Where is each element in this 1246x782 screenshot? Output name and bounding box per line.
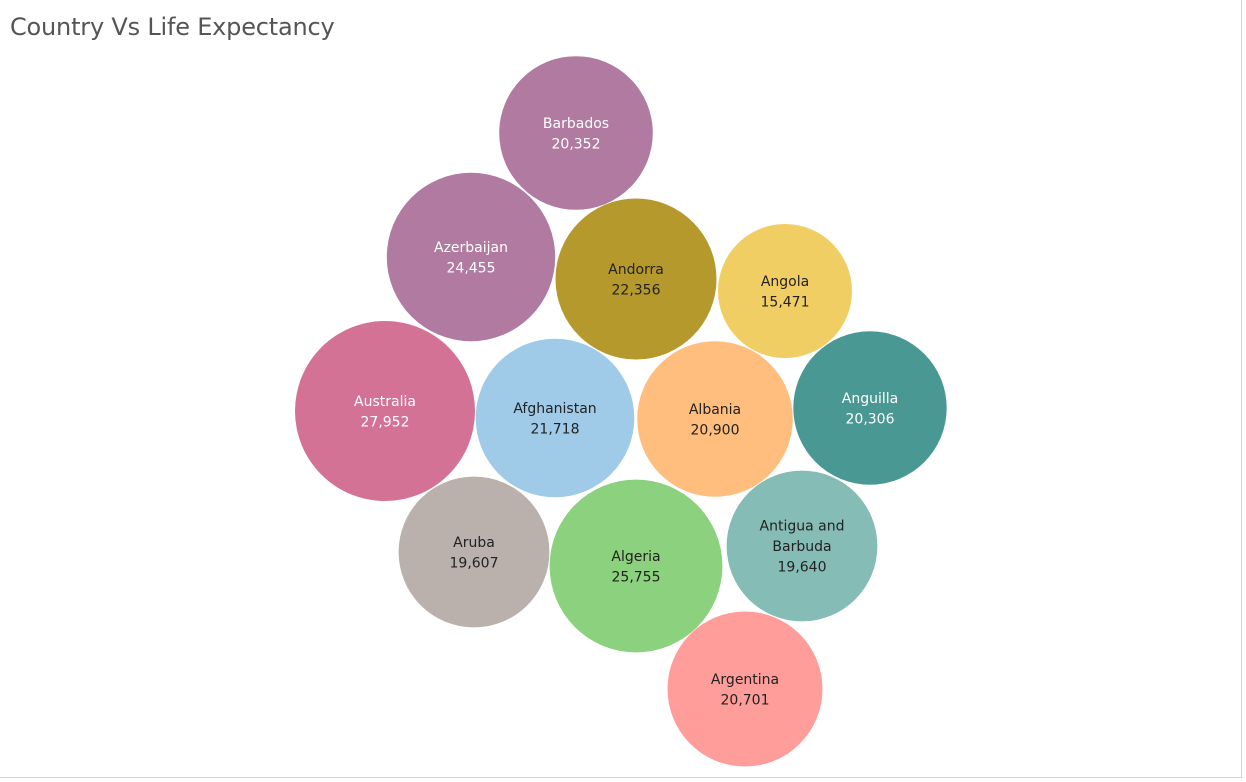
bubble-name-anguilla: Anguilla — [842, 391, 898, 407]
bubble-name-afghanistan: Afghanistan — [513, 401, 596, 417]
bubble-value-barbados: 20,352 — [552, 136, 601, 152]
bubble-afghanistan[interactable]: Afghanistan 21,718 — [475, 338, 635, 498]
bubble-name-andorra: Andorra — [608, 262, 664, 278]
bubble-circle-argentina[interactable] — [667, 611, 823, 767]
bubble-circle-anguilla[interactable] — [793, 331, 947, 485]
bubble-australia[interactable]: Australia 27,952 — [295, 321, 475, 501]
bubble-value-angola: 15,471 — [761, 294, 810, 310]
bubble-value-argentina: 20,701 — [721, 692, 770, 708]
bubble-barbados[interactable]: Barbados 20,352 — [499, 56, 653, 210]
bubble-value-anguilla: 20,306 — [846, 411, 895, 427]
bubble-value-algeria: 25,755 — [612, 569, 661, 585]
bubble-name-antigua-and-barbuda: Antigua and — [760, 519, 845, 535]
bubble-name-albania: Albania — [689, 402, 741, 418]
bubble-circle-algeria[interactable] — [549, 479, 723, 653]
bubble-anguilla[interactable]: Anguilla 20,306 — [793, 331, 947, 485]
bubble-algeria[interactable]: Algeria 25,755 — [549, 479, 723, 653]
bubble-value-andorra: 22,356 — [612, 282, 661, 298]
bubble-argentina[interactable]: Argentina 20,701 — [667, 611, 823, 767]
bubble-angola[interactable]: Angola 15,471 — [718, 224, 852, 358]
bubble-name-angola: Angola — [761, 274, 809, 290]
bubble-value-antigua-and-barbuda: 19,640 — [778, 560, 827, 576]
bubbles-group: Barbados 20,352 Azerbaijan 24,455 Andorra 22,… — [295, 56, 947, 767]
bubble-name-algeria: Algeria — [611, 549, 660, 565]
bubble-circle-barbados[interactable] — [499, 56, 653, 210]
bubble-value-azerbaijan: 24,455 — [447, 260, 496, 276]
bubble-value-afghanistan: 21,718 — [531, 421, 580, 437]
bubble-name-aruba: Aruba — [453, 535, 495, 551]
bubble-azerbaijan[interactable]: Azerbaijan 24,455 — [386, 172, 556, 342]
bubble-antigua-and-barbuda[interactable]: Antigua and Barbuda 19,640 — [726, 470, 878, 622]
bubble-name-barbados: Barbados — [543, 116, 609, 132]
chart-title: Country Vs Life Expectancy — [10, 13, 335, 41]
bubble-circle-albania[interactable] — [637, 341, 793, 497]
bubble-name-azerbaijan: Azerbaijan — [434, 240, 508, 256]
bubble-value-aruba: 19,607 — [450, 555, 499, 571]
bubble-name-antigua-and-barbuda: Barbuda — [772, 539, 831, 555]
bubble-circle-angola[interactable] — [718, 224, 852, 358]
bubble-circle-aruba[interactable] — [398, 476, 550, 628]
bubble-name-argentina: Argentina — [711, 672, 779, 688]
bubble-circle-afghanistan[interactable] — [475, 338, 635, 498]
bubble-circle-antigua-and-barbuda[interactable] — [726, 470, 878, 622]
bubble-circle-australia[interactable] — [295, 321, 475, 501]
bubble-albania[interactable]: Albania 20,900 — [637, 341, 793, 497]
bubble-value-albania: 20,900 — [691, 422, 740, 438]
bubble-circle-andorra[interactable] — [555, 198, 717, 360]
bubble-name-australia: Australia — [354, 394, 416, 410]
bubble-circle-azerbaijan[interactable] — [386, 172, 556, 342]
bubble-value-australia: 27,952 — [361, 414, 410, 430]
bubble-aruba[interactable]: Aruba 19,607 — [398, 476, 550, 628]
bubble-andorra[interactable]: Andorra 22,356 — [555, 198, 717, 360]
